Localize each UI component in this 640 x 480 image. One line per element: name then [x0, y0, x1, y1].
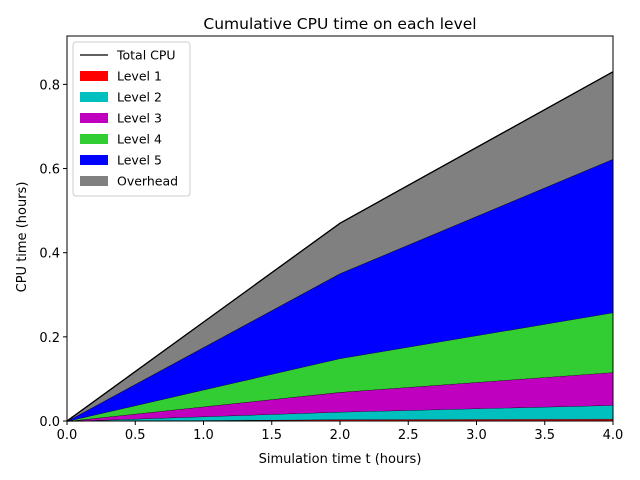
legend-label-level-4: Level 4	[117, 132, 162, 147]
legend-label-level-1: Level 1	[117, 69, 162, 84]
legend-label-total-cpu: Total CPU	[116, 48, 176, 63]
legend-label-level-2: Level 2	[117, 90, 162, 105]
y-axis-label: CPU time (hours)	[15, 182, 30, 293]
y-tick-label: 0.0	[39, 415, 60, 430]
x-tick-label: 2.5	[398, 428, 419, 443]
y-tick-label: 0.6	[39, 163, 60, 178]
x-tick-label: 1.5	[261, 428, 282, 443]
legend: Total CPU Level 1 Level 2 Level 3 Level 4 Lev…	[72, 41, 191, 197]
axes: 0.0 0.5 1.0 1.5 2.0 2.5 3.0 3.5 4.0 0.0 0.2 0.4 0.6 0…	[39, 35, 624, 443]
plot-area	[66, 71, 614, 422]
x-tick-label: 3.5	[534, 428, 555, 443]
y-tick-label: 0.4	[39, 247, 60, 262]
legend-swatch-level-2	[80, 92, 108, 102]
line-total-cpu	[66, 71, 614, 422]
x-tick-label: 2.0	[330, 428, 351, 443]
x-tick-label: 1.0	[193, 428, 214, 443]
x-tick-label: 4.0	[603, 428, 624, 443]
legend-label-level-5: Level 5	[117, 153, 162, 168]
legend-label-overhead: Overhead	[117, 174, 178, 189]
legend-swatch-level-5	[80, 155, 108, 165]
legend-swatch-overhead	[80, 176, 108, 186]
x-tick-label: 0.5	[125, 428, 146, 443]
y-tick-label: 0.2	[39, 331, 60, 346]
legend-swatch-level-4	[80, 134, 108, 144]
legend-swatch-level-1	[80, 71, 108, 81]
legend-label-level-3: Level 3	[117, 111, 162, 126]
chart-title: Cumulative CPU time on each level	[203, 15, 476, 33]
x-tick-label: 3.0	[466, 428, 487, 443]
x-tick-label: 0.0	[57, 428, 78, 443]
y-tick-label: 0.8	[39, 78, 60, 93]
x-axis-label: Simulation time t (hours)	[259, 452, 422, 467]
legend-swatch-level-3	[80, 113, 108, 123]
